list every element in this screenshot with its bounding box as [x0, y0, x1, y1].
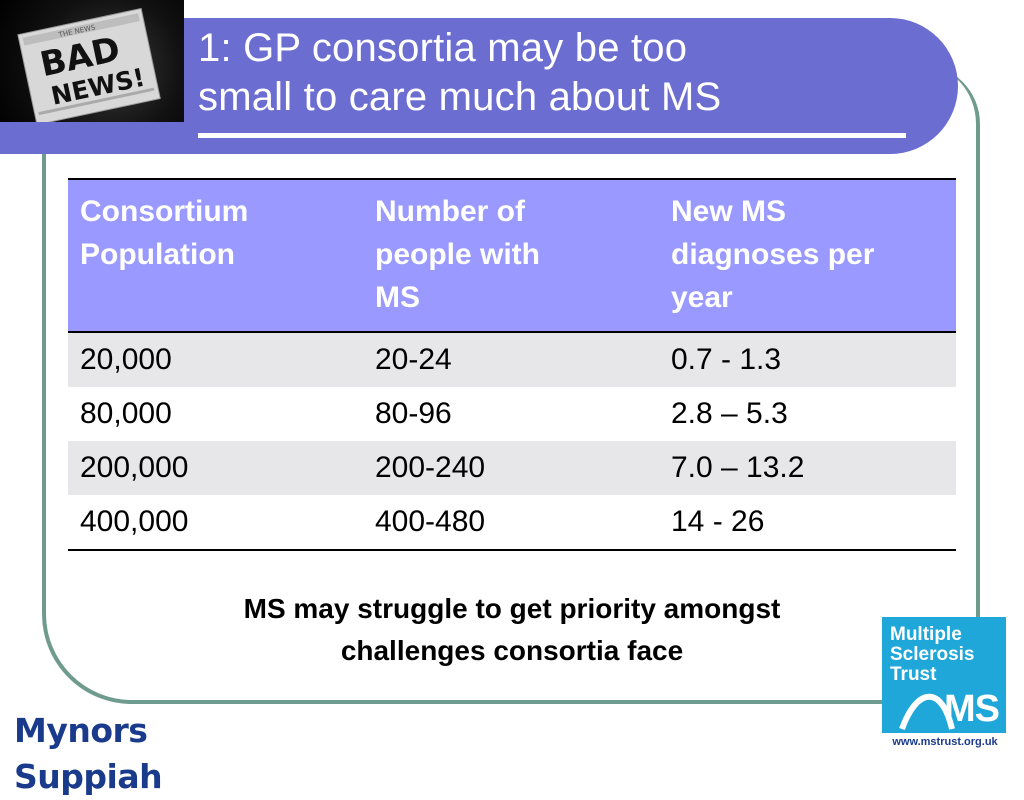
table-cell: 7.0 – 13.2 — [659, 441, 956, 495]
table-header-row: Consortium Population Number of people wit… — [68, 179, 956, 333]
mynors-suppiah-logo: Mynors Suppiah — [14, 711, 163, 796]
content-frame — [42, 64, 980, 704]
ms-trust-logo: Multiple Sclerosis Trust MS — [882, 617, 1006, 733]
table-cell: 200,000 — [68, 441, 363, 495]
table-row: 80,000 80-96 2.8 – 5.3 — [68, 387, 956, 441]
slide-title: 1: GP consortia may be too small to care… — [198, 24, 918, 122]
table-cell: 20-24 — [363, 332, 659, 387]
table-row: 400,000 400-480 14 - 26 — [68, 495, 956, 550]
ms-trust-url: www.mstrust.org.uk — [892, 736, 998, 748]
slide-title-line-1: 1: GP consortia may be too — [198, 26, 688, 70]
table-cell: 0.7 - 1.3 — [659, 332, 956, 387]
table-cell: 200-240 — [363, 441, 659, 495]
summary-note: MS may struggle to get priority amongst … — [150, 588, 874, 672]
ms-trust-line-2: Sclerosis — [890, 644, 975, 665]
bad-news-image: THE NEWS BAD NEWS! — [17, 7, 161, 122]
ms-swirl-icon — [899, 693, 955, 731]
summary-note-line-1: MS may struggle to get priority amongst — [243, 593, 781, 624]
data-table: Consortium Population Number of people wit… — [68, 178, 956, 551]
table-cell: 400-480 — [363, 495, 659, 550]
table-cell: 2.8 – 5.3 — [659, 387, 956, 441]
table-row: 20,000 20-24 0.7 - 1.3 — [68, 332, 956, 387]
table-cell: 400,000 — [68, 495, 363, 550]
ms-mark: MS — [944, 688, 1000, 730]
table-cell: 14 - 26 — [659, 495, 956, 550]
table-cell: 80,000 — [68, 387, 363, 441]
bad-news-logo: THE NEWS BAD NEWS! — [0, 0, 184, 122]
table-cell: 80-96 — [363, 387, 659, 441]
title-underline — [198, 133, 906, 138]
ms-consortia-table: Consortium Population Number of people wit… — [68, 178, 956, 551]
header-number-with-ms: Number of people with MS — [363, 179, 659, 333]
ms-trust-line-1: Multiple — [890, 624, 962, 645]
summary-note-line-2: challenges consortia face — [340, 635, 684, 666]
table-row: 200,000 200-240 7.0 – 13.2 — [68, 441, 956, 495]
slide-title-line-2: small to care much about MS — [198, 75, 722, 119]
ms-trust-line-3: Trust — [890, 664, 937, 685]
header-consortium-population: Consortium Population — [68, 179, 363, 333]
table-cell: 20,000 — [68, 332, 363, 387]
header-new-diagnoses: New MS diagnoses per year — [659, 179, 956, 333]
